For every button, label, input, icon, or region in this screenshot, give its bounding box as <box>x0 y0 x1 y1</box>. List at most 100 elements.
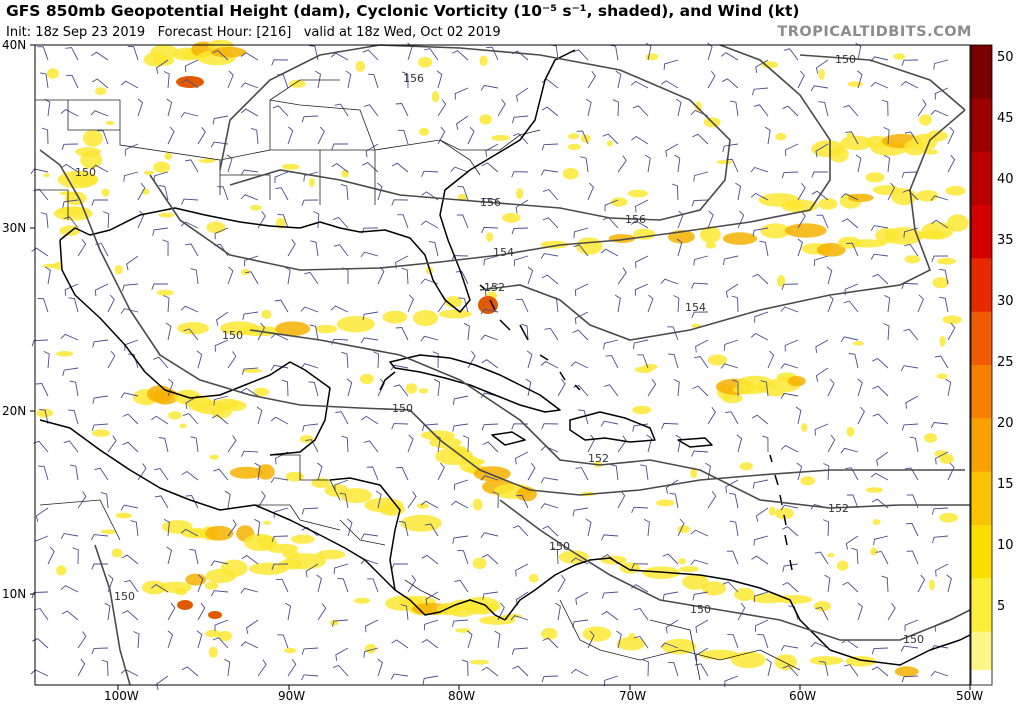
lon-label-100w: 100W <box>104 689 139 703</box>
wind-barb <box>570 668 589 677</box>
wind-barb <box>481 359 499 369</box>
wind-barb <box>287 126 294 145</box>
wind-barb <box>362 162 379 173</box>
wind-barb <box>690 529 709 537</box>
vorticity-patch <box>784 203 805 209</box>
height-contours <box>39 44 971 686</box>
vorticity-patch <box>616 637 646 651</box>
wind-barb <box>60 533 79 540</box>
wind-barb <box>815 59 829 74</box>
wind-barb <box>363 647 379 658</box>
wind-barb <box>883 126 890 145</box>
wind-barb <box>604 199 619 212</box>
wind-barb <box>340 183 349 201</box>
vorticity-patch <box>429 437 462 449</box>
wind-barb <box>120 504 139 511</box>
wind-barb <box>693 255 709 266</box>
wind-barb <box>755 507 769 522</box>
wind-barb <box>815 143 829 158</box>
wind-barb <box>197 574 204 593</box>
wind-barb <box>104 602 111 621</box>
wind-barb <box>271 563 289 571</box>
vorticity-patch <box>250 204 262 211</box>
wind-barb <box>870 81 889 89</box>
wind-barb <box>753 535 769 546</box>
wind-barb <box>947 322 956 341</box>
vorticity-patch <box>784 223 827 238</box>
contour-label: 156 <box>625 213 646 226</box>
vorticity-patch <box>73 173 97 186</box>
wind-barb <box>760 380 769 397</box>
vorticity-patch <box>678 558 686 565</box>
wind-barb <box>166 98 173 117</box>
vorticity-patch <box>416 502 429 509</box>
wind-barb <box>904 243 919 257</box>
wind-barb <box>66 74 79 89</box>
wind-barb <box>277 214 289 229</box>
wind-barb <box>540 169 559 176</box>
wind-barb <box>481 423 499 431</box>
vorticity-patch <box>722 393 743 404</box>
vorticity-patch <box>777 275 786 287</box>
wind-barb <box>90 534 109 541</box>
wind-barb <box>782 665 799 677</box>
vorticity-patch <box>463 603 501 612</box>
wind-barb <box>665 143 679 157</box>
vorticity-patch <box>156 289 174 296</box>
wind-barb <box>120 392 139 399</box>
wind-barb <box>497 602 505 621</box>
wind-barb <box>753 591 769 603</box>
wind-barb <box>810 641 829 649</box>
wind-barb <box>705 462 711 481</box>
vorticity-patch <box>54 261 62 270</box>
vorticity-patch <box>848 193 874 202</box>
wind-barb <box>227 519 237 537</box>
wind-barb <box>401 71 409 89</box>
wind-barb <box>398 520 409 537</box>
wind-barb <box>515 451 529 465</box>
wind-barb <box>452 423 469 432</box>
wind-barb <box>901 171 919 179</box>
wind-barb <box>91 423 109 431</box>
wind-barb <box>270 416 289 425</box>
wind-barb <box>480 532 499 539</box>
wind-barb <box>217 186 229 201</box>
wind-barb <box>256 406 263 425</box>
wind-barb <box>512 133 529 145</box>
wind-barb <box>240 194 259 201</box>
wind-barb <box>513 255 529 267</box>
wind-barb <box>362 49 379 61</box>
wind-barb <box>184 59 199 73</box>
wind-barb <box>315 70 321 89</box>
wind-barb <box>695 647 709 662</box>
wind-barb <box>811 190 829 201</box>
wind-barb <box>167 126 175 145</box>
wind-barb <box>662 553 679 565</box>
wind-barb <box>337 578 349 593</box>
wind-barb <box>304 271 319 285</box>
wind-barb <box>557 378 566 397</box>
wind-barb <box>390 673 409 680</box>
wind-barb <box>376 182 383 201</box>
colorbar-label-15: 15 <box>997 477 1014 492</box>
wind-barb <box>126 255 139 271</box>
colorbar-label-20: 20 <box>997 416 1014 431</box>
wind-barb <box>900 365 919 372</box>
wind-barb <box>934 87 949 100</box>
contour-label: 150 <box>903 633 924 646</box>
brand-watermark: TROPICALTIDBITS.COM <box>777 24 972 40</box>
wind-barb <box>813 255 829 267</box>
vorticity-patch <box>336 316 375 333</box>
colorbar-label-45: 45 <box>997 111 1014 126</box>
wind-barb <box>300 363 319 369</box>
wind-barb <box>947 154 956 173</box>
vorticity-patch <box>928 579 935 591</box>
vorticity-patch <box>722 232 758 245</box>
wind-barb <box>782 581 799 593</box>
wind-barb <box>420 500 439 509</box>
wind-barb <box>94 467 109 481</box>
wind-barb <box>254 518 261 537</box>
forecast-hour: Forecast Hour: [216] <box>157 25 292 40</box>
wind-barb <box>390 364 409 371</box>
vorticity-patch <box>285 471 304 482</box>
